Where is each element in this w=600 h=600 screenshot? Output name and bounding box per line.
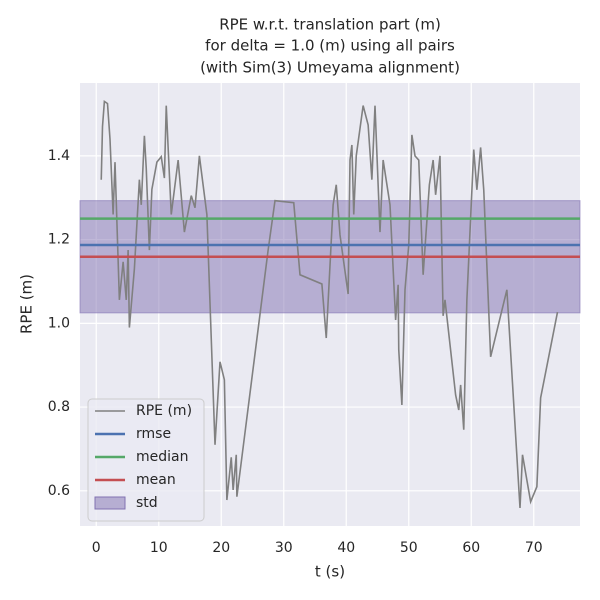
legend-label: RPE (m) [136,403,192,419]
chart-title: (with Sim(3) Umeyama alignment) [200,59,460,77]
legend-label: std [136,495,158,511]
x-tick-label: 20 [212,540,230,556]
y-tick-label: 1.2 [48,232,70,248]
x-tick-label: 70 [525,540,543,556]
legend-label: median [136,449,188,465]
chart-title: for delta = 1.0 (m) using all pairs [205,37,455,55]
x-tick-label: 10 [150,540,168,556]
x-tick-label: 50 [400,540,418,556]
y-tick-label: 1.0 [48,315,70,331]
y-tick-label: 1.4 [48,148,70,164]
y-tick-label: 0.8 [48,399,70,415]
rpe-line [100,99,559,509]
legend-label: mean [136,472,176,488]
chart-title: RPE w.r.t. translation part (m) [219,16,441,34]
x-tick-label: 60 [462,540,480,556]
legend-label: rmse [136,426,171,442]
legend-box [87,398,205,522]
x-axis-label: t (s) [315,563,345,581]
y-axis-label: RPE (m) [18,274,36,334]
x-tick-label: 0 [92,540,101,556]
x-tick-label: 30 [275,540,293,556]
y-tick-label: 0.6 [48,483,70,499]
x-tick-label: 40 [337,540,355,556]
legend-swatch [94,496,126,510]
